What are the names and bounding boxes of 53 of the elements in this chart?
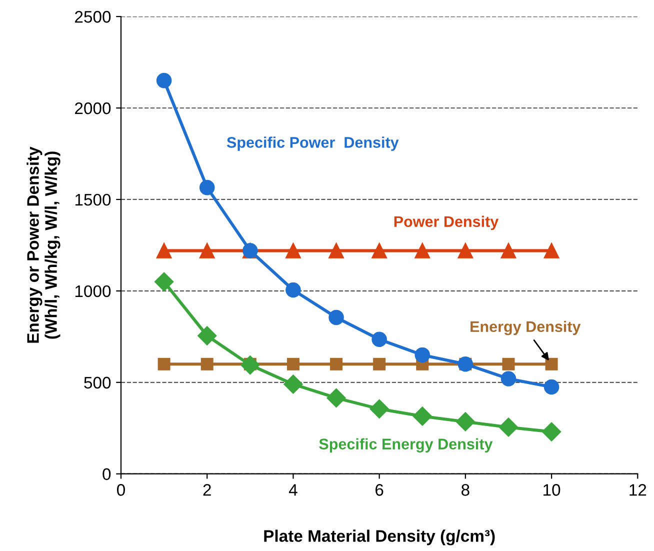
point [414,347,430,363]
point [498,418,518,437]
point [154,272,174,292]
point [372,332,387,348]
point [200,358,214,370]
series-label: Specific Energy Density [319,438,493,453]
point [458,243,474,258]
point [158,358,170,370]
point [542,422,562,442]
x-tick-label: 2 [203,484,211,496]
point [412,406,432,426]
point [456,412,475,432]
point [284,374,303,394]
point [500,243,516,258]
x-tick-label: 10 [544,484,560,496]
point [199,180,215,196]
y-tick-label: 1500 [75,194,111,206]
point [198,326,217,346]
point [286,282,301,298]
x-tick-label: 0 [117,484,125,496]
point [199,243,215,258]
point [240,355,260,375]
x-tick-label: 4 [288,484,298,496]
series-label: Energy Density [470,320,581,336]
y-tick-label: 2000 [75,102,111,114]
point [286,243,301,258]
point [500,371,516,386]
point [372,243,387,258]
point [414,243,430,258]
y-tick-label: 500 [84,376,111,389]
point [502,358,515,370]
point [544,379,560,395]
point [330,358,343,370]
point [370,399,389,418]
point [544,243,560,258]
point [328,243,344,258]
point [328,310,344,326]
series-label: Power Density [394,216,499,230]
point [156,243,172,258]
point [545,358,558,370]
point [326,388,346,408]
text: Specific Power Density [226,136,399,151]
point [156,72,172,88]
x-axis-title: Plate Material Density (g/cm³) [264,530,495,546]
y-axis-title: Energy or Power Density (Wh/l, Wh/kg, W/l, W/kg) [26,146,60,343]
point [373,358,386,370]
x-tick-label: 12 [630,484,646,496]
x-tick-label: 8 [462,484,470,496]
y-tick-label: 1000 [75,285,111,298]
point [286,358,300,370]
x-tick-label: 6 [376,484,384,496]
y-tick-label: 0 [102,468,111,480]
y-tick-label: 2500 [75,10,111,23]
